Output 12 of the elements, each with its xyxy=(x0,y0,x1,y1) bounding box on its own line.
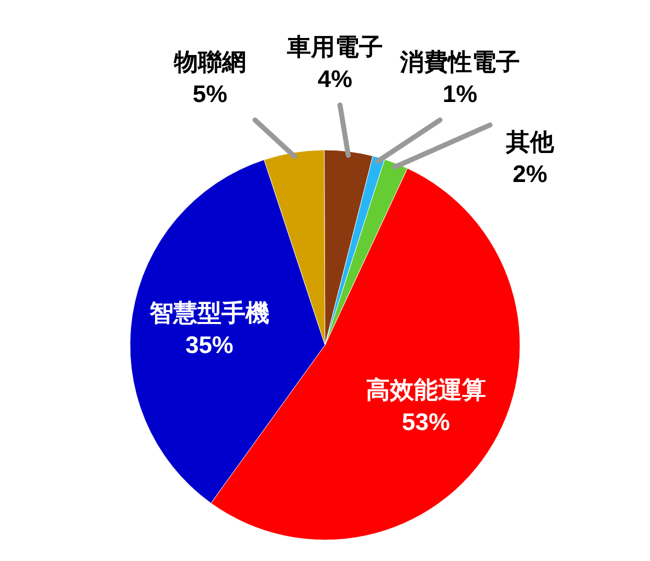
slice-label: 消費性電子 xyxy=(399,49,520,76)
data-label: 4% xyxy=(318,66,352,93)
data-label: 53% xyxy=(402,409,450,436)
slice-label: 智慧型手機 xyxy=(148,300,270,328)
data-label: 2% xyxy=(512,161,548,188)
slice-label: 其他 xyxy=(505,129,555,156)
slice-label: 物聯網 xyxy=(173,49,246,76)
data-label: 1% xyxy=(442,81,478,108)
slice-label: 車用電子 xyxy=(286,34,383,61)
slice-label: 高效能運算 xyxy=(366,376,486,404)
data-label: 35% xyxy=(185,332,234,360)
data-label: 5% xyxy=(192,81,228,108)
